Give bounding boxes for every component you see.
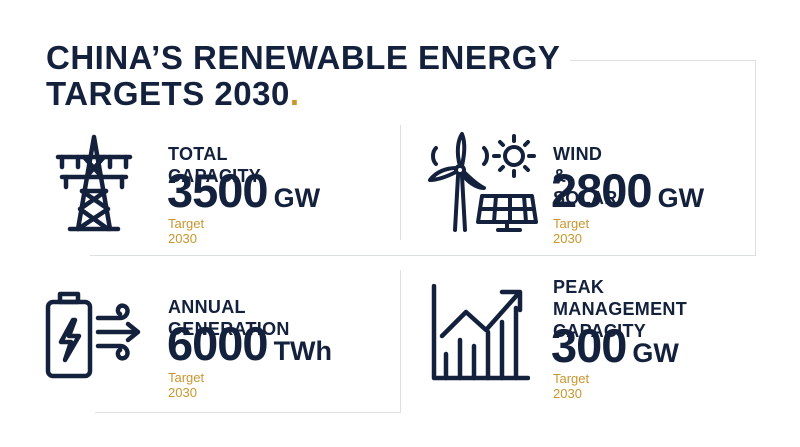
card-total-capacity-unit: GW	[273, 183, 321, 213]
card-annual-generation-target: Target 2030	[168, 370, 205, 400]
card-peak-management-number: 300	[551, 319, 627, 372]
card-wind-solar-unit: GW	[657, 183, 705, 213]
card-peak-management-value: 300 GW	[551, 318, 679, 373]
title-line-2-text: TARGETS 2030	[46, 75, 290, 112]
title-dot: .	[289, 75, 300, 112]
card-wind-solar-number: 2800	[551, 164, 653, 217]
card-peak-management-label-line-1: PEAK MANAGEMENT	[553, 277, 687, 319]
battery-wind-icon	[45, 291, 141, 379]
card-wind-solar-label: WIND & SOLAR	[553, 144, 618, 208]
title-line-2: TARGETS 2030.	[46, 76, 560, 112]
card-peak-management-unit: GW	[632, 338, 679, 368]
card-total-capacity-target: Target 2030	[168, 216, 205, 246]
wind-solar-icon	[428, 132, 538, 232]
card-wind-solar-value: 2800 GW	[551, 163, 704, 218]
card-peak-management-label-line-2: CAPACITY	[553, 321, 647, 341]
page-title: CHINA’S RENEWABLE ENERGY TARGETS 2030.	[46, 40, 560, 112]
title-line-1: CHINA’S RENEWABLE ENERGY	[46, 39, 561, 76]
frame-line-mid-h	[90, 255, 756, 256]
frame-line-bottom	[95, 412, 401, 413]
card-annual-generation-label: ANNUAL GENERATION	[168, 297, 290, 339]
card-peak-management-target: Target 2030	[553, 371, 590, 401]
transmission-tower-icon	[55, 134, 133, 232]
growth-chart-icon	[431, 284, 530, 381]
frame-line-center-v-bottom	[400, 270, 401, 413]
card-peak-management-label: PEAK MANAGEMENT CAPACITY	[553, 276, 687, 342]
card-annual-generation-value: 6000 TWh	[167, 316, 332, 371]
card-annual-generation-number: 6000	[167, 317, 269, 370]
frame-line-top	[570, 60, 756, 61]
card-total-capacity-number: 3500	[167, 164, 269, 217]
card-total-capacity-value: 3500 GW	[167, 163, 320, 218]
card-total-capacity-label: TOTAL CAPACITY	[168, 144, 262, 186]
card-annual-generation-unit: TWh	[273, 336, 333, 366]
frame-line-right	[755, 60, 756, 256]
frame-line-center-v-top	[400, 125, 401, 240]
card-wind-solar-target: Target 2030	[553, 216, 590, 246]
